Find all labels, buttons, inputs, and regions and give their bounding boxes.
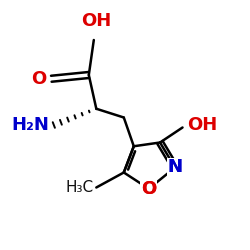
Circle shape — [141, 181, 157, 197]
Text: N: N — [168, 158, 182, 176]
Text: O: O — [141, 180, 156, 198]
Text: O: O — [141, 180, 156, 198]
Text: OH: OH — [188, 116, 218, 134]
Circle shape — [167, 160, 183, 176]
Text: H₃C: H₃C — [66, 180, 94, 195]
Text: O: O — [31, 70, 46, 88]
Text: N: N — [168, 158, 182, 176]
Text: H₂N: H₂N — [11, 116, 49, 134]
Text: OH: OH — [81, 12, 112, 30]
